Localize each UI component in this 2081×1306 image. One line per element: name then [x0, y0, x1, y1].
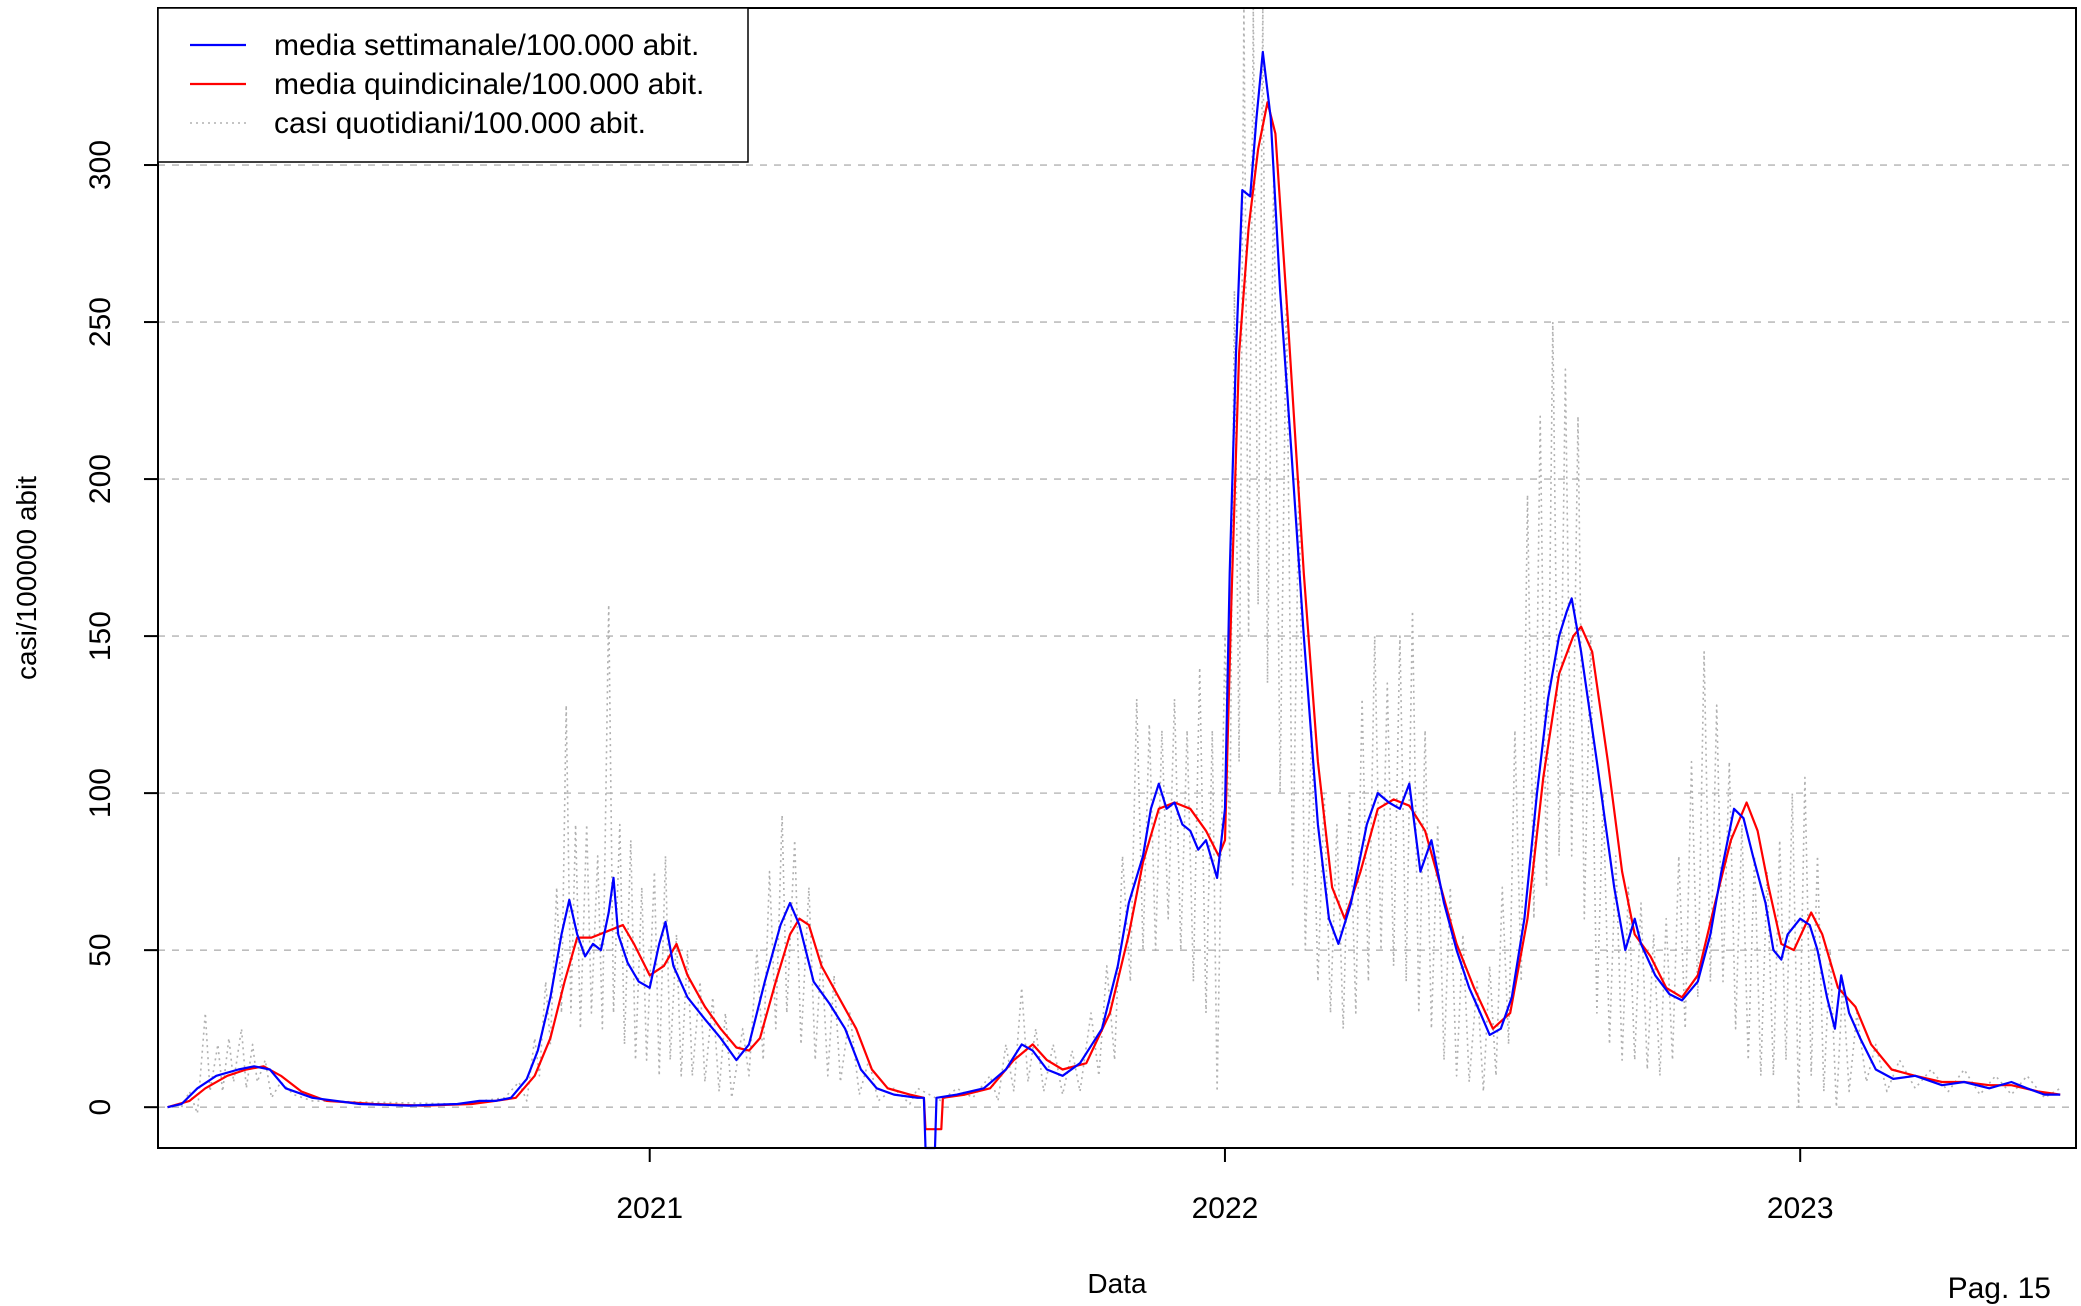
- series-line-0: [167, 50, 2061, 1150]
- grid-lines: [158, 164, 2076, 1108]
- x-tick-label: 2021: [616, 1192, 683, 1225]
- y-axis-title: casi/100000 abit: [11, 476, 42, 680]
- page-number: Pag. 15: [1947, 1272, 2051, 1305]
- y-axis: 0 50 100 150 200 250 300: [84, 140, 158, 1116]
- y-tick-label: 50: [84, 933, 117, 966]
- x-axis-title: Data: [1087, 1268, 1147, 1298]
- y-tick-label: 0: [84, 1099, 117, 1116]
- series-layer: [167, 7, 2061, 1150]
- x-axis: 2021 2022 2023: [616, 1148, 1834, 1225]
- legend-box: [157, 7, 749, 163]
- legend-label-weekly: media settimanale/100.000 abit.: [274, 29, 699, 62]
- x-tick-label: 2023: [1767, 1192, 1834, 1225]
- y-tick-label: 250: [84, 297, 117, 347]
- y-tick-label: 200: [84, 454, 117, 504]
- y-tick-label: 150: [84, 611, 117, 661]
- legend-label-biweekly: media quindicinale/100.000 abit.: [274, 68, 704, 101]
- y-tick-label: 300: [84, 140, 117, 190]
- y-tick-label: 100: [84, 768, 117, 818]
- x-tick-label: 2022: [1192, 1192, 1259, 1225]
- legend: media settimanale/100.000 abit. media qu…: [157, 7, 749, 163]
- plot-frame: [157, 7, 2077, 1149]
- legend-label-daily: casi quotidiani/100.000 abit.: [274, 107, 646, 140]
